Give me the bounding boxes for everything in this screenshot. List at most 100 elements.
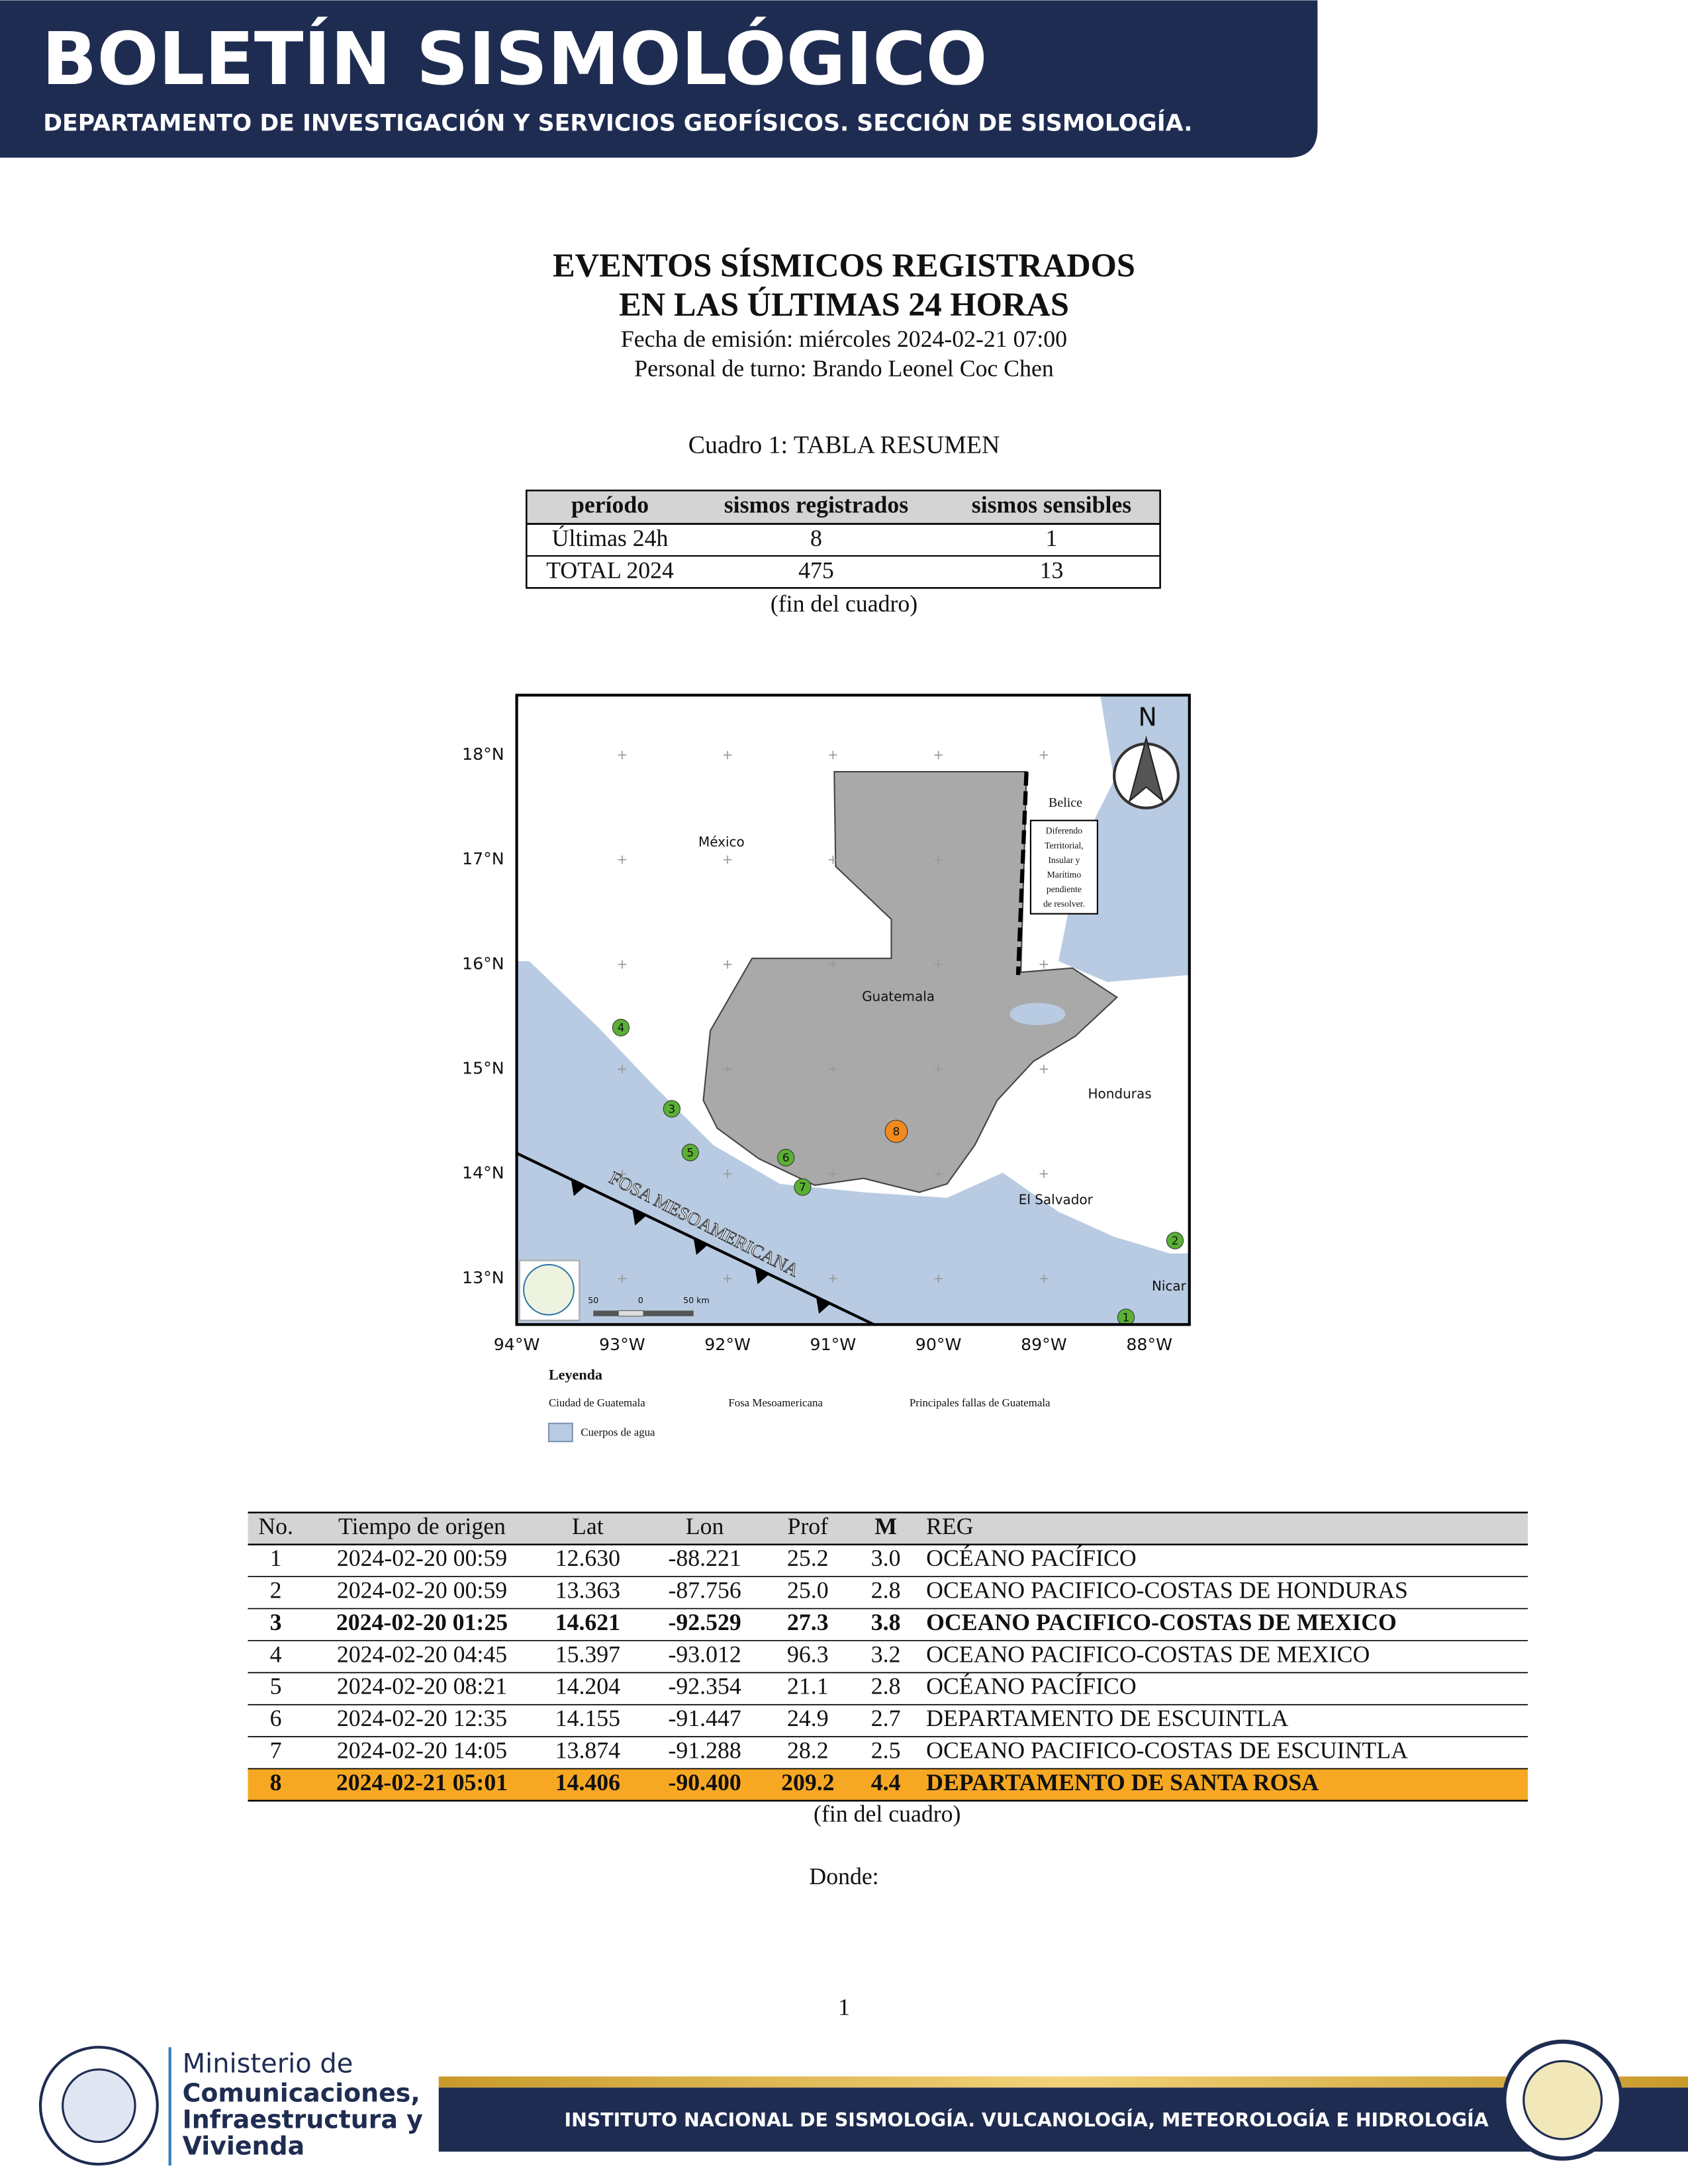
lat-label: 14°N (462, 1163, 504, 1183)
insivumeh-footer-seal-center (1523, 2060, 1603, 2140)
table-caption: Cuadro 1: TABLA RESUMEN (688, 432, 1000, 459)
graticule-mark (829, 960, 837, 969)
ministry-line: Vivienda (183, 2131, 305, 2160)
place-label: El Salvador (1019, 1192, 1094, 1208)
event-marker-label: 3 (668, 1103, 675, 1116)
event-marker (1166, 1232, 1184, 1250)
dispute-line: Marítimo (1047, 870, 1082, 880)
table-cell: OCÉANO PACÍFICO (926, 1545, 1137, 1571)
table-cell: DEPARTAMENTO DE SANTA ROSA (926, 1769, 1319, 1796)
graticule-mark (618, 751, 627, 760)
dispute-line: Territorial, (1045, 841, 1084, 850)
graticule-mark (934, 751, 943, 760)
table-cell: 8 (810, 525, 822, 551)
table-cell: Últimas 24h (552, 525, 669, 551)
table-cell: 25.2 (787, 1545, 829, 1571)
staff: Personal de turno: Brando Leonel Coc Che… (634, 355, 1054, 381)
scale-bar (643, 1310, 694, 1316)
lon-label: 91°W (810, 1335, 857, 1354)
table-cell: 13.363 (555, 1577, 620, 1604)
table-cell: -92.529 (668, 1609, 741, 1635)
trench-teeth (571, 1179, 830, 1314)
table-end-note: (fin del cuadro) (814, 1800, 961, 1827)
footer-band (438, 2087, 1688, 2152)
table-cell: 475 (798, 557, 834, 583)
table-cell: 2024-02-21 05:01 (336, 1769, 508, 1796)
place-label: Guatemala (862, 988, 935, 1004)
graticule-mark (829, 1169, 837, 1179)
table-cell: OCÉANO PACÍFICO (926, 1673, 1137, 1700)
table-cell: 24.9 (787, 1705, 829, 1731)
graticule-mark (1039, 960, 1049, 969)
legend-item: Cuerpos de agua (581, 1426, 655, 1438)
graticule-mark (618, 1169, 627, 1179)
table-cell: 14.204 (555, 1673, 620, 1700)
lon-label: 88°W (1126, 1335, 1172, 1354)
highlight-row (248, 1768, 1528, 1801)
gov-seal-center (62, 2068, 136, 2143)
legend-item: Ciudad de Guatemala (549, 1396, 645, 1409)
graticule-mark (618, 855, 627, 864)
lon-label: 92°W (704, 1335, 751, 1354)
dispute-line: pendiente (1047, 884, 1082, 894)
legend-item: Fosa Mesoamericana (728, 1396, 823, 1409)
scale-bar (618, 1310, 644, 1317)
table-header (248, 1512, 1528, 1545)
event-marker-label: 2 (1172, 1234, 1179, 1248)
place-label: Honduras (1088, 1086, 1152, 1102)
graticule-mark (1039, 751, 1049, 760)
graticule-mark (1039, 1065, 1049, 1073)
table-cell: 7 (270, 1737, 282, 1764)
table-cell: 2024-02-20 04:45 (337, 1641, 507, 1667)
trench-tooth (755, 1267, 769, 1285)
table-cell: 21.1 (787, 1673, 829, 1700)
table-cell: OCEANO PACIFICO-COSTAS DE ESCUINTLA (926, 1737, 1408, 1764)
event-marker (681, 1144, 699, 1161)
gov-seal (38, 2046, 159, 2166)
column-header: Lon (686, 1513, 724, 1539)
table-cell: DEPARTAMENTO DE ESCUINTLA (926, 1705, 1288, 1731)
table-end-note: (fin del cuadro) (771, 590, 917, 617)
column-header: Tiempo de origen (338, 1513, 506, 1539)
table-cell: OCEANO PACIFICO-COSTAS DE HONDURAS (926, 1577, 1408, 1604)
table-cell: 8 (270, 1769, 282, 1796)
event-marker-label: 1 (1123, 1311, 1130, 1324)
ministry-line: Ministerio de (183, 2049, 353, 2079)
column-header: REG (926, 1513, 974, 1539)
table-cell: 27.3 (787, 1609, 829, 1635)
table-cell: 2024-02-20 14:05 (337, 1737, 507, 1764)
table-cell: 2.8 (871, 1673, 901, 1700)
graticule-mark (829, 751, 837, 760)
table-cell: 2024-02-20 12:35 (337, 1705, 507, 1731)
event-marker (1117, 1308, 1135, 1325)
trench-tooth (632, 1208, 647, 1226)
column-header: período (571, 492, 649, 518)
lake-izabal (1009, 1003, 1066, 1026)
table-cell: 2.7 (871, 1705, 901, 1731)
table-cell: 3 (270, 1609, 282, 1635)
table-cell: 14.155 (555, 1705, 620, 1731)
event-marker-label: 5 (686, 1146, 694, 1159)
table-cell: 14.406 (555, 1769, 620, 1796)
trench-line (516, 1152, 878, 1325)
table-cell: 2 (270, 1577, 282, 1604)
table-cell: 2024-02-20 00:59 (337, 1545, 507, 1571)
legend-title: Leyenda (549, 1366, 602, 1383)
footer-stripe (438, 2076, 1688, 2088)
page-number: 1 (838, 1994, 850, 2021)
table-cell: 15.397 (555, 1641, 620, 1667)
event-marker (612, 1019, 630, 1036)
table-cell: TOTAL 2024 (546, 557, 674, 583)
graticule-mark (829, 1065, 837, 1073)
report-title: EN LAS ÚLTIMAS 24 HORAS (619, 286, 1069, 323)
table-cell: 3.2 (871, 1641, 901, 1667)
closing-text: Donde: (809, 1863, 878, 1889)
lat-label: 13°N (462, 1268, 504, 1287)
lon-label: 89°W (1021, 1335, 1067, 1354)
graticule (618, 751, 1049, 1283)
lon-label: 93°W (599, 1335, 645, 1354)
table-cell: -93.012 (668, 1641, 741, 1667)
graticule-mark (723, 751, 732, 760)
header-band (0, 0, 1318, 158)
